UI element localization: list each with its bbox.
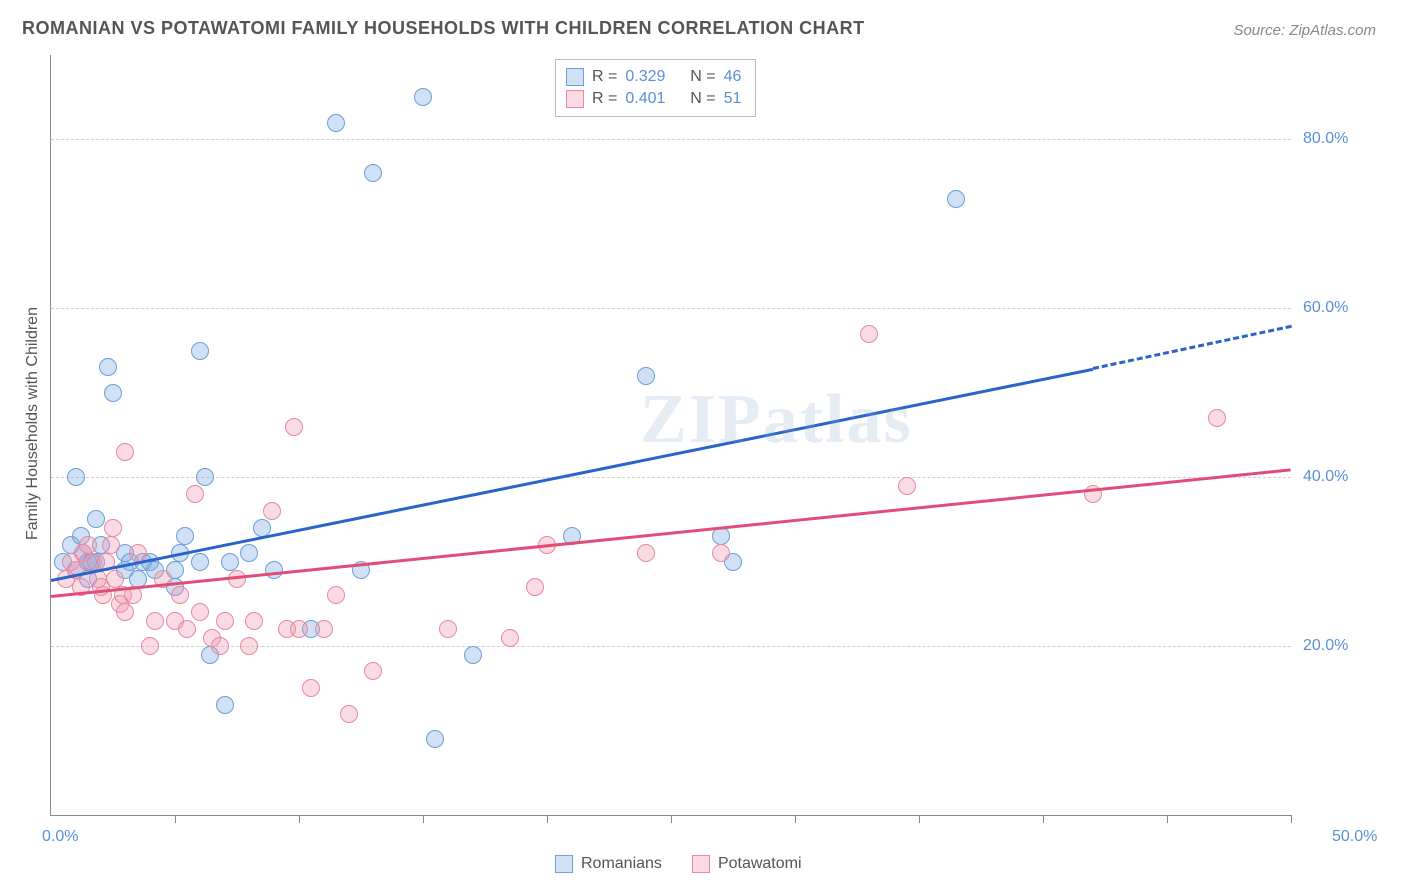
data-point xyxy=(501,629,519,647)
data-point xyxy=(104,384,122,402)
data-point xyxy=(104,519,122,537)
x-tick xyxy=(1167,815,1168,823)
data-point xyxy=(947,190,965,208)
source-attribution: Source: ZipAtlas.com xyxy=(1233,22,1376,39)
data-point xyxy=(67,468,85,486)
data-point xyxy=(240,544,258,562)
gridline xyxy=(51,477,1291,478)
data-point xyxy=(340,705,358,723)
data-point xyxy=(116,443,134,461)
x-tick xyxy=(671,815,672,823)
data-point xyxy=(526,578,544,596)
trend-line xyxy=(51,469,1291,599)
n-label: N = xyxy=(690,66,715,88)
n-value: 51 xyxy=(724,88,742,110)
legend-item: Potawatomi xyxy=(692,855,802,873)
data-point xyxy=(637,367,655,385)
data-point xyxy=(637,544,655,562)
data-point xyxy=(146,612,164,630)
x-tick xyxy=(1043,815,1044,823)
r-value: 0.329 xyxy=(625,66,665,88)
data-point xyxy=(196,468,214,486)
r-label: R = xyxy=(592,88,617,110)
stats-row: R = 0.401 N = 51 xyxy=(566,88,741,110)
data-point xyxy=(171,586,189,604)
n-value: 46 xyxy=(724,66,742,88)
data-point xyxy=(191,603,209,621)
gridline xyxy=(51,139,1291,140)
data-point xyxy=(265,561,283,579)
scatter-plot-area: 20.0%40.0%60.0%80.0% xyxy=(50,55,1291,816)
x-tick xyxy=(1291,815,1292,823)
r-label: R = xyxy=(592,66,617,88)
y-tick-label: 60.0% xyxy=(1303,299,1348,317)
data-point xyxy=(178,620,196,638)
y-tick-label: 40.0% xyxy=(1303,468,1348,486)
y-tick-label: 80.0% xyxy=(1303,130,1348,148)
data-point xyxy=(263,502,281,520)
data-point xyxy=(211,637,229,655)
data-point xyxy=(315,620,333,638)
data-point xyxy=(176,527,194,545)
series-legend: Romanians Potawatomi xyxy=(555,855,802,873)
legend-swatch xyxy=(555,855,573,873)
x-tick xyxy=(547,815,548,823)
x-tick xyxy=(919,815,920,823)
data-point xyxy=(285,418,303,436)
y-tick-label: 20.0% xyxy=(1303,637,1348,655)
x-tick xyxy=(795,815,796,823)
data-point xyxy=(141,637,159,655)
data-point xyxy=(191,342,209,360)
data-point xyxy=(216,696,234,714)
data-point xyxy=(216,612,234,630)
data-point xyxy=(860,325,878,343)
x-tick xyxy=(423,815,424,823)
legend-swatch xyxy=(692,855,710,873)
data-point xyxy=(898,477,916,495)
data-point xyxy=(79,536,97,554)
x-axis-max-label: 50.0% xyxy=(1332,828,1377,846)
data-point xyxy=(712,544,730,562)
data-point xyxy=(99,358,117,376)
data-point xyxy=(116,603,134,621)
data-point xyxy=(87,510,105,528)
data-point xyxy=(240,637,258,655)
x-tick xyxy=(175,815,176,823)
correlation-stats-box: R = 0.329 N = 46 R = 0.401 N = 51 xyxy=(555,59,756,117)
data-point xyxy=(102,536,120,554)
x-axis-min-label: 0.0% xyxy=(42,828,78,846)
legend-label: Potawatomi xyxy=(718,855,802,873)
data-point xyxy=(1208,409,1226,427)
r-value: 0.401 xyxy=(625,88,665,110)
data-point xyxy=(426,730,444,748)
data-point xyxy=(414,88,432,106)
legend-label: Romanians xyxy=(581,855,662,873)
legend-swatch xyxy=(566,90,584,108)
legend-swatch xyxy=(566,68,584,86)
data-point xyxy=(290,620,308,638)
data-point xyxy=(439,620,457,638)
data-point xyxy=(302,679,320,697)
data-point xyxy=(221,553,239,571)
data-point xyxy=(191,553,209,571)
data-point xyxy=(364,662,382,680)
data-point xyxy=(186,485,204,503)
stats-row: R = 0.329 N = 46 xyxy=(566,66,741,88)
trend-line xyxy=(1092,325,1291,370)
data-point xyxy=(327,586,345,604)
x-tick xyxy=(299,815,300,823)
legend-item: Romanians xyxy=(555,855,662,873)
data-point xyxy=(364,164,382,182)
chart-title: ROMANIAN VS POTAWATOMI FAMILY HOUSEHOLDS… xyxy=(22,18,865,39)
y-axis-title: Family Households with Children xyxy=(24,307,42,540)
gridline xyxy=(51,646,1291,647)
gridline xyxy=(51,308,1291,309)
data-point xyxy=(327,114,345,132)
n-label: N = xyxy=(690,88,715,110)
data-point xyxy=(464,646,482,664)
data-point xyxy=(106,570,124,588)
data-point xyxy=(245,612,263,630)
